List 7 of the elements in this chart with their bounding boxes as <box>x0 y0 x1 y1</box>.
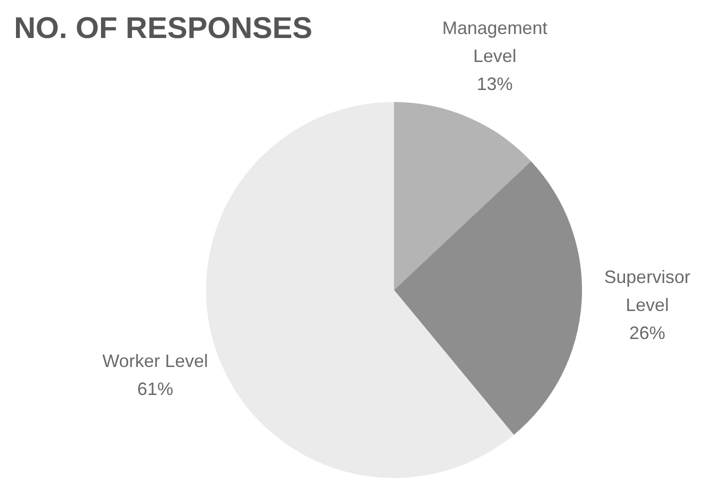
data-label: 26% <box>629 322 666 343</box>
slice-label: Worker Level <box>102 350 208 371</box>
data-label: 61% <box>137 378 174 399</box>
slice-label: Supervisor Level <box>604 266 690 315</box>
slice-label: Management Level <box>442 18 548 66</box>
data-label: 13% <box>476 74 513 94</box>
chart-title: NO. OF RESPONSES <box>14 12 312 46</box>
